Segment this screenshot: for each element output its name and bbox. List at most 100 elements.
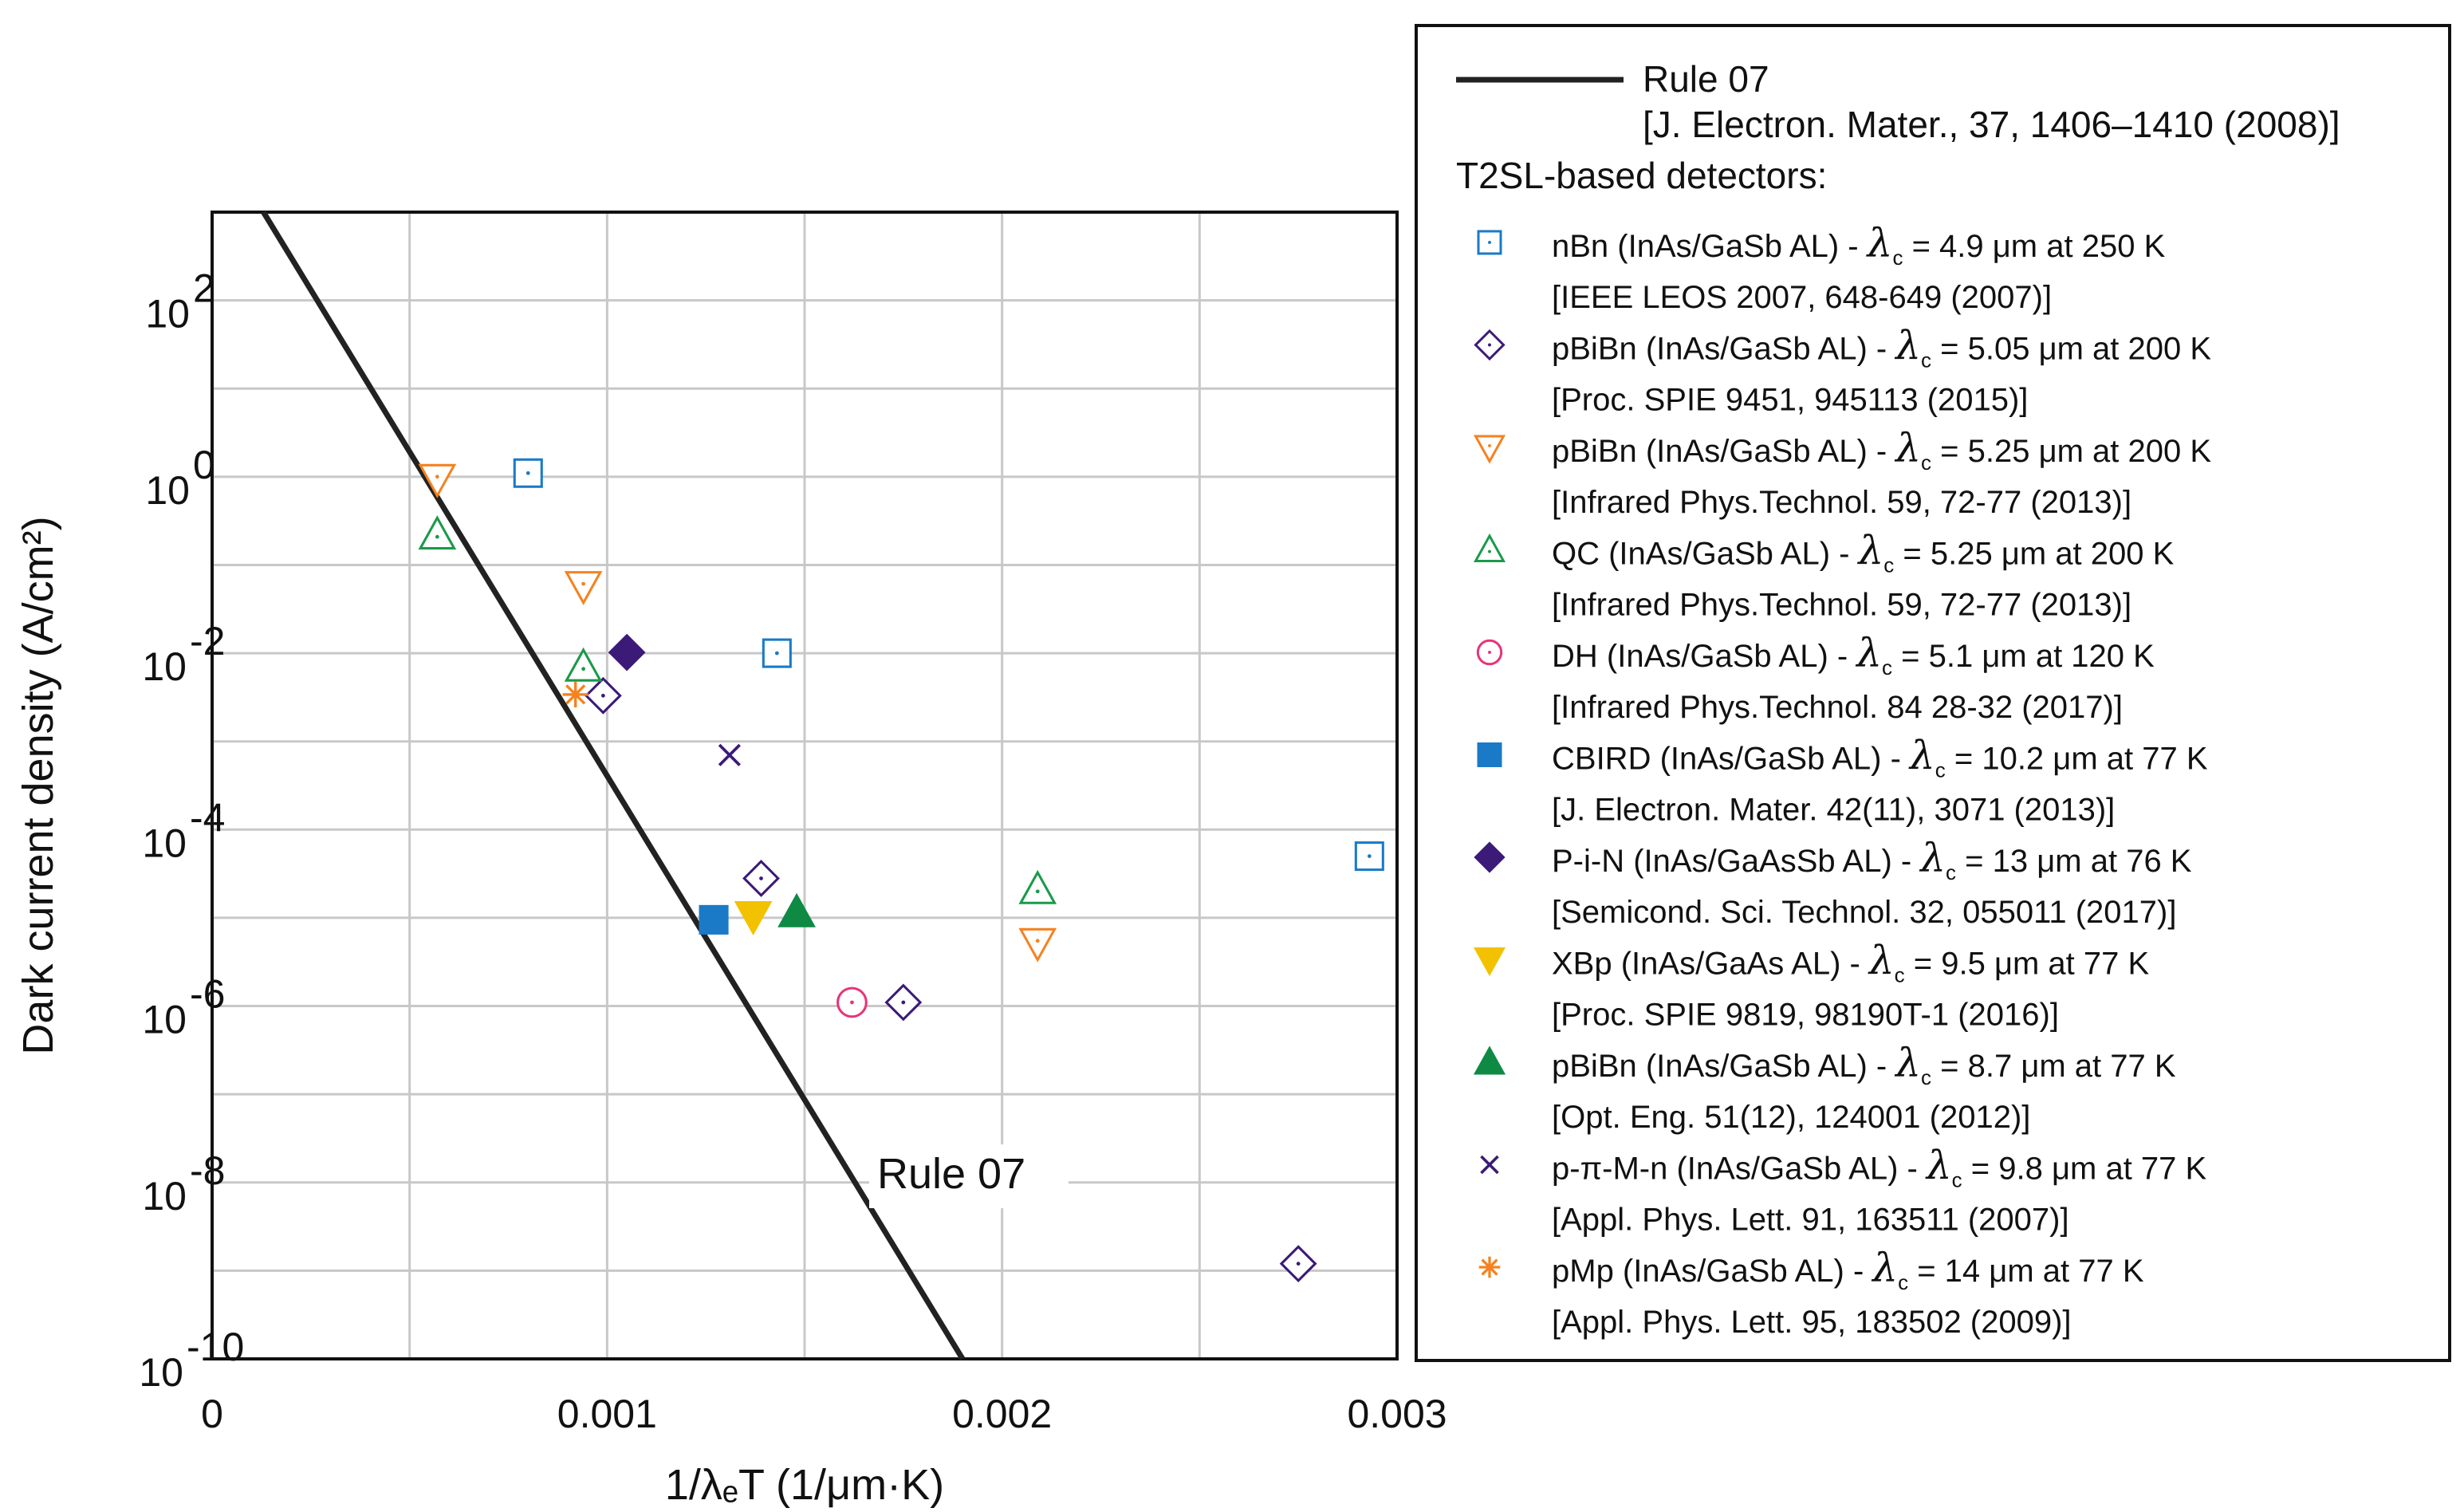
legend-item-subscript: c (1895, 963, 1905, 987)
legend-items: nBn (InAs/GaSb AL) - λc = 4.9 μm at 250 … (1473, 220, 2211, 1340)
legend-item-label: pBiBn (InAs/GaSb AL) - (1552, 434, 1895, 469)
x-tick-label: 0 (201, 1392, 223, 1436)
series-diamond-dot (584, 676, 1317, 1283)
marker-center-dot (1488, 651, 1491, 654)
y-tick-exp: -2 (190, 619, 225, 663)
marker-triangle-up (418, 515, 457, 550)
legend-item-subscript: c (1935, 758, 1946, 782)
legend-item-value: = 8.7 μm at 77 K (1931, 1049, 2176, 1084)
legend-marker (1477, 230, 1502, 255)
data-point (699, 904, 729, 935)
series-square-dot (513, 458, 1384, 872)
y-tick-label: 100 (145, 443, 215, 513)
legend-box (1415, 24, 2451, 1362)
legend-item-subscript: c (1921, 348, 1931, 372)
legend-item-value: = 10.2 μm at 77 K (1946, 742, 2208, 777)
legend-item: pBiBn (InAs/GaSb AL) - λc = 8.7 μm at 77… (1473, 1040, 2176, 1135)
legend-marker (1473, 533, 1506, 562)
legend-item-lambda: λ (1908, 733, 1935, 779)
y-tick-base: 10 (142, 1174, 187, 1219)
legend-item-ref: [Semicond. Sci. Technol. 32, 055011 (201… (1552, 895, 2176, 930)
x-tick-label: 0.003 (1347, 1392, 1447, 1436)
legend-item: QC (InAs/GaSb AL) - λc = 5.25 μm at 200 … (1473, 528, 2175, 623)
data-point (562, 681, 588, 708)
x-tick-label: 0.001 (557, 1392, 657, 1436)
legend-marker (1474, 329, 1506, 361)
legend-item-ref: [Appl. Phys. Lett. 91, 163511 (2007)] (1552, 1203, 2069, 1238)
legend-item-value: = 9.8 μm at 77 K (1962, 1152, 2207, 1187)
marker-center-dot (901, 1000, 906, 1005)
rule-annotation: Rule 07 (877, 1150, 1025, 1198)
legend-marker (1476, 639, 1503, 666)
legend-item-value: = 4.9 μm at 250 K (1903, 229, 2165, 264)
legend-item-label: DH (InAs/GaSb AL) - (1552, 639, 1856, 674)
marker-center-dot (1488, 241, 1491, 244)
plot-frame (211, 211, 1399, 1360)
legend-item: pBiBn (InAs/GaSb AL) - λc = 5.05 μm at 2… (1474, 323, 2211, 418)
legend-item-value: = 5.25 μm at 200 K (1931, 434, 2211, 469)
data-point (718, 743, 741, 766)
legend-section-title: T2SL-based detectors: (1456, 155, 1827, 196)
legend-item-subscript: c (1883, 553, 1894, 577)
legend-item-ref: [IEEE LEOS 2007, 648-649 (2007)] (1552, 280, 2052, 315)
legend-item-label: P-i-N (InAs/GaAsSb AL) - (1552, 844, 1920, 879)
legend-item: pBiBn (InAs/GaSb AL) - λc = 5.25 μm at 2… (1473, 425, 2211, 520)
legend-item-subscript: c (1892, 246, 1903, 270)
series-square-filled (699, 904, 729, 935)
series-tri-up-filled (777, 892, 816, 927)
marker-center-dot (435, 474, 439, 479)
legend-item-text: P-i-N (InAs/GaAsSb AL) - λc = 13 μm at 7… (1552, 835, 2192, 884)
data-point (1018, 869, 1057, 904)
y-tick-label: 10-8 (142, 1148, 225, 1219)
data-point (762, 638, 792, 668)
marker-center-dot (1367, 854, 1372, 858)
marker-center-dot (581, 667, 585, 671)
data-point (564, 647, 603, 682)
marker-asterisk-stroke (1481, 1258, 1498, 1276)
data-point (742, 860, 780, 897)
legend-item-lambda: λ (1868, 938, 1895, 984)
marker-triangle-down (734, 901, 773, 935)
y-tick-exp: 0 (193, 443, 215, 487)
series-tri-down-dot (418, 463, 1057, 963)
y-axis-label: Dark current density (A/cm²) (14, 516, 62, 1054)
marker-center-dot (1488, 343, 1491, 347)
legend-item: CBIRD (InAs/GaSb AL) - λc = 10.2 μm at 7… (1477, 733, 2208, 828)
y-tick-base: 10 (142, 998, 187, 1042)
legend-marker (1480, 1155, 1499, 1175)
legend-rule-name: Rule 07 (1643, 58, 1769, 100)
y-tick-label: 10-4 (142, 795, 225, 865)
legend-item-text: pBiBn (InAs/GaSb AL) - λc = 5.05 μm at 2… (1552, 323, 2211, 372)
rule-annotation-bg (869, 1144, 1069, 1208)
legend-item-label: nBn (InAs/GaSb AL) - (1552, 229, 1868, 264)
legend-item-lambda: λ (1919, 835, 1946, 881)
legend-item-text: pBiBn (InAs/GaSb AL) - λc = 8.7 μm at 77… (1552, 1040, 2176, 1089)
y-tick-exp: 2 (193, 266, 215, 311)
x-tick-label: 0.002 (952, 1392, 1052, 1436)
legend-item-ref: [Appl. Phys. Lett. 95, 183502 (2009)] (1552, 1305, 2072, 1340)
marker-triangle-up (564, 647, 603, 682)
legend-item-ref: [Infrared Phys.Technol. 59, 72-77 (2013)… (1552, 485, 2131, 520)
x-axis-label: 1/λₑT (1/μm·K) (665, 1461, 944, 1509)
data-point (608, 633, 646, 671)
legend-marker (1473, 947, 1506, 977)
legend-item-ref: [Infrared Phys.Technol. 59, 72-77 (2013)… (1552, 588, 2131, 623)
legend-item-label: p-π-M-n (InAs/GaSb AL) - (1552, 1152, 1927, 1187)
rule-07-line (261, 211, 966, 1360)
legend-item-lambda: λ (1894, 1040, 1921, 1086)
legend-marker (1473, 1045, 1506, 1075)
data-point (734, 901, 773, 935)
data-point (513, 458, 543, 488)
marker-center-dot (525, 471, 530, 475)
data-point (884, 983, 923, 1022)
y-tick-exp: -6 (190, 972, 225, 1017)
series-asterisk (562, 681, 588, 708)
legend-item-label: XBp (InAs/GaAs AL) - (1552, 947, 1869, 982)
legend-item-lambda: λ (1894, 323, 1921, 369)
legend-item-label: pBiBn (InAs/GaSb AL) - (1552, 332, 1895, 367)
legend-item: XBp (InAs/GaAs AL) - λc = 9.5 μm at 77 K… (1473, 938, 2150, 1033)
legend-item-lambda: λ (1925, 1143, 1952, 1189)
legend-item-label: QC (InAs/GaSb AL) - (1552, 537, 1859, 572)
